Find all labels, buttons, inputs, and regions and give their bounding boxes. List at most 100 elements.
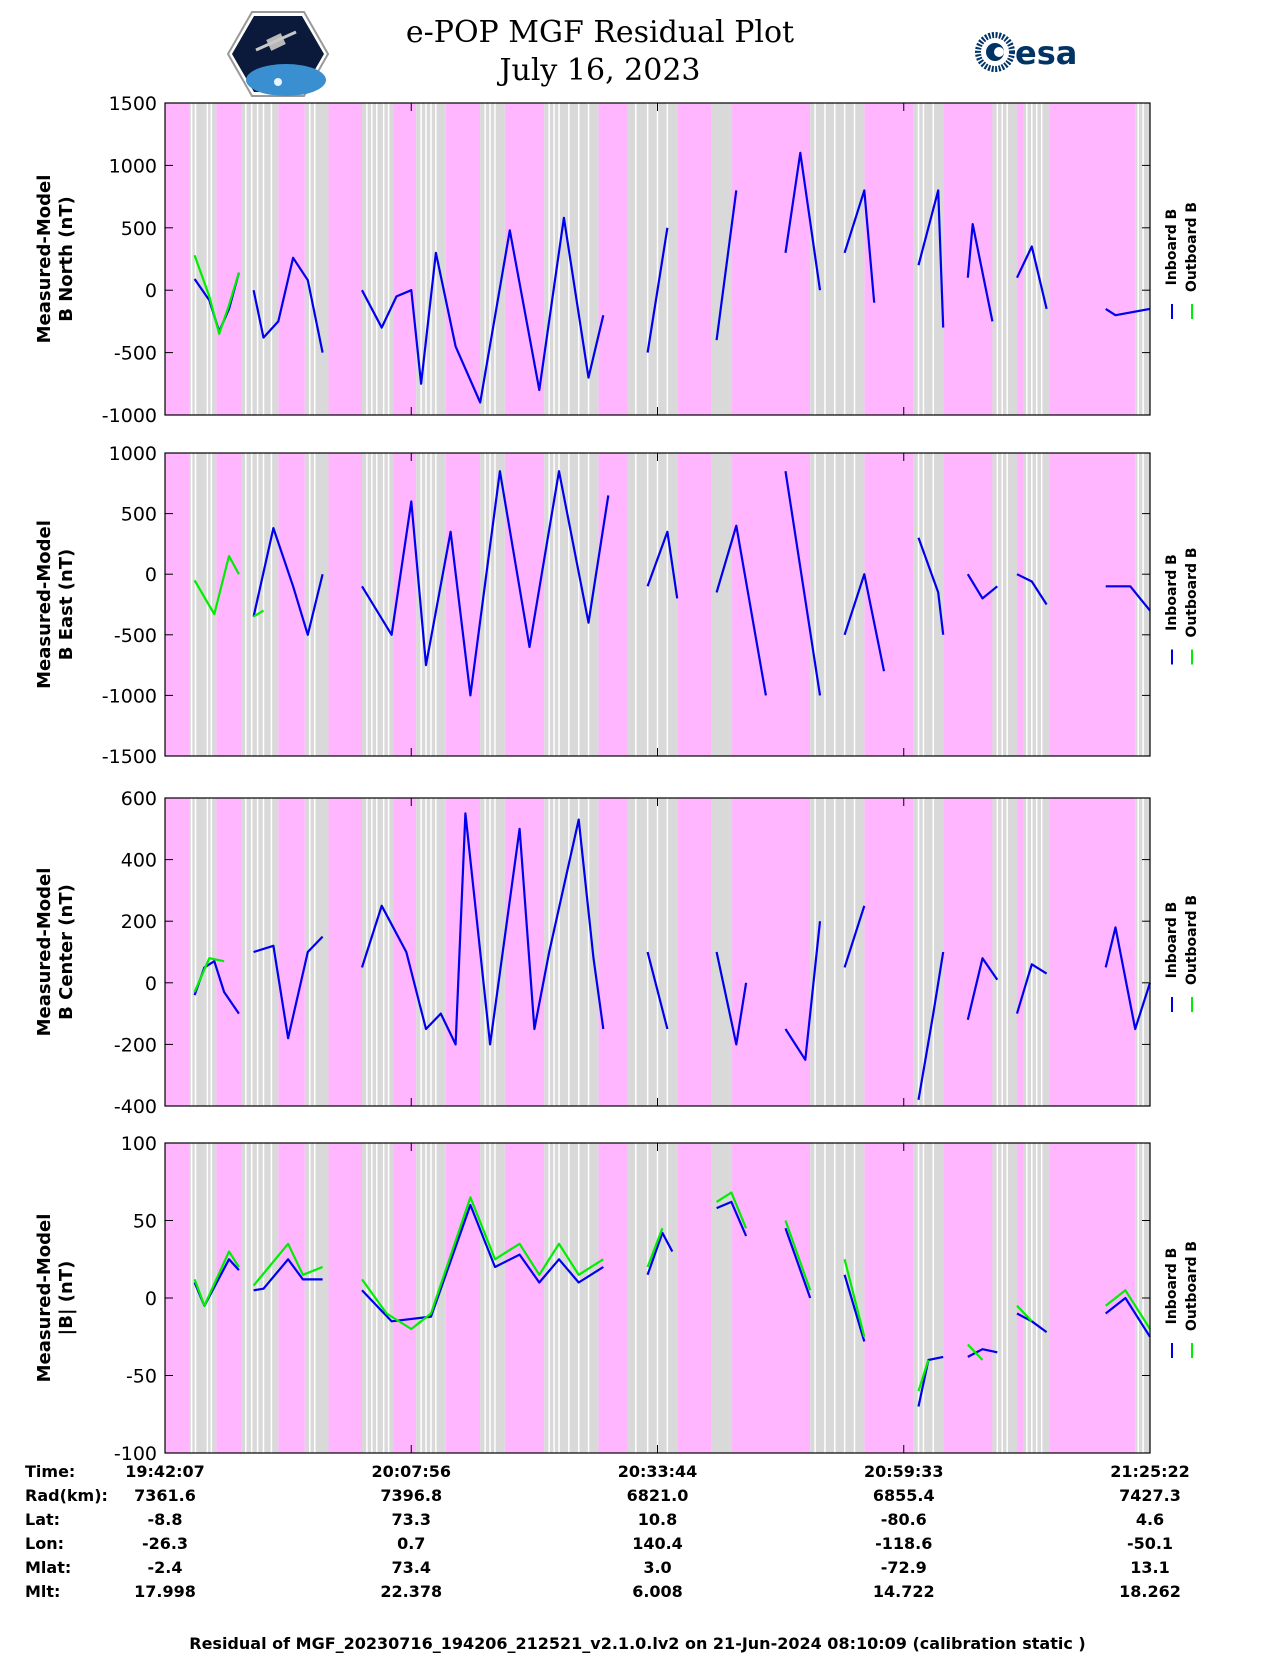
pink-band [393, 103, 417, 415]
pink-band [677, 103, 712, 415]
y-tick-label: -400 [114, 1096, 157, 1118]
pink-band [328, 1143, 362, 1453]
inboard-trace [917, 951, 945, 1100]
plot-title: e-POP MGF Residual Plot [405, 15, 795, 50]
legend-inboard-label: Inboard B [1164, 554, 1180, 631]
info-value: 0.7 [397, 1534, 426, 1553]
inboard-trace [843, 573, 886, 672]
info-value: -26.3 [141, 1534, 189, 1553]
gray-band [480, 1143, 505, 1453]
info-value: -2.4 [147, 1558, 183, 1577]
chart-panel-4: 100 50 0 -50 -100 Measured-Model |B| (nT) Inboa… [34, 1133, 1200, 1465]
inboard-trace [966, 573, 998, 600]
pink-band [328, 103, 362, 415]
outboard-trace [193, 554, 240, 616]
info-value: 21:25:22 [1110, 1462, 1190, 1481]
info-value: 10.8 [637, 1510, 678, 1529]
legend-outboard-label: Outboard B [1184, 202, 1200, 292]
info-value: -50.1 [1126, 1534, 1174, 1553]
y-tick-label: -500 [114, 343, 157, 365]
gray-band [189, 1143, 217, 1453]
inboard-trace [784, 1227, 812, 1299]
gray-band [992, 453, 1018, 756]
inboard-trace [784, 471, 822, 696]
pink-band [216, 453, 242, 756]
info-row-label: Mlat: [25, 1558, 72, 1577]
pink-band [328, 798, 362, 1106]
gray-band [189, 798, 217, 1106]
pink-band [445, 103, 481, 415]
pink-band [731, 1143, 811, 1453]
legend-outboard-label: Outboard B [1184, 547, 1200, 637]
pink-band [1017, 1143, 1024, 1453]
outboard-trace [252, 1242, 324, 1287]
outboard-trace [193, 1250, 240, 1307]
outboard-trace [917, 1359, 930, 1392]
inboard-trace [361, 470, 610, 697]
info-value: 4.6 [1135, 1510, 1165, 1529]
y-tick-label: -50 [126, 1366, 157, 1388]
gray-band [992, 798, 1018, 1106]
pink-band [1049, 103, 1136, 415]
y-tick-label: 0 [145, 564, 157, 586]
pink-band [328, 453, 362, 756]
gray-band [304, 1143, 329, 1453]
pink-band [943, 103, 993, 415]
y-axis-label: |B| (nT) [56, 1261, 77, 1336]
inboard-trace [966, 223, 994, 322]
esa-logo-text: esa [1015, 34, 1077, 72]
title-block: e-POP MGF Residual Plot July 16, 2023 [340, 14, 860, 90]
gray-band [544, 1143, 599, 1453]
info-value: 6.008 [632, 1582, 683, 1601]
inboard-trace [967, 1348, 998, 1358]
pink-band [216, 103, 242, 415]
info-row: Time: 19:42:07 20:07:56 20:33:44 20:59:33 21:… [0, 1462, 1275, 1486]
info-value: 20:33:44 [617, 1462, 698, 1481]
gray-band [241, 798, 279, 1106]
pink-band [393, 453, 417, 756]
gray-band [480, 103, 505, 415]
inboard-trace [917, 537, 945, 635]
pink-band [445, 1143, 481, 1453]
y-tick-label: 0 [145, 1288, 157, 1310]
y-tick-label: 600 [121, 788, 157, 810]
info-value: 19:42:07 [125, 1462, 205, 1481]
pink-band [1017, 103, 1024, 415]
cassiope-logo [226, 11, 330, 97]
pink-band [504, 103, 545, 415]
pink-band [598, 453, 628, 756]
pink-band [165, 103, 190, 415]
chart-panel-1: 1500 1000 500 0 -500 -1000 Measured-Model B Nor… [34, 93, 1200, 427]
gray-band [810, 453, 865, 756]
pink-band [943, 1143, 993, 1453]
pink-band [677, 1143, 712, 1453]
pink-band [1017, 453, 1024, 756]
inboard-trace [252, 256, 324, 353]
inboard-trace [253, 935, 324, 1040]
gray-band [711, 103, 732, 415]
info-value: -80.6 [880, 1510, 927, 1529]
inboard-trace [360, 812, 605, 1046]
gray-band [992, 103, 1018, 415]
info-value: 14.722 [872, 1582, 935, 1601]
y-axis-label: Measured-Model [34, 175, 55, 344]
pink-band [445, 453, 481, 756]
info-value: 6855.4 [872, 1486, 935, 1505]
chart-panel-2: 1000 500 0 -500 -1000 -1500 Measured-Model B Ea… [34, 443, 1200, 768]
pink-band [504, 453, 545, 756]
pink-band [445, 798, 481, 1106]
pink-band [943, 453, 993, 756]
legend-inboard-label: Inboard B [1164, 209, 1180, 286]
gray-band [241, 1143, 279, 1453]
info-value: 7427.3 [1119, 1486, 1181, 1505]
pink-band [393, 798, 417, 1106]
info-value: 7396.8 [380, 1486, 443, 1505]
info-row-label: Time: [25, 1462, 76, 1481]
esa-logo: esa [975, 32, 1077, 72]
gray-band [189, 453, 217, 756]
inboard-trace [966, 957, 999, 1021]
pink-band [864, 103, 914, 415]
pink-band [598, 103, 628, 415]
y-tick-label: 0 [145, 280, 157, 302]
